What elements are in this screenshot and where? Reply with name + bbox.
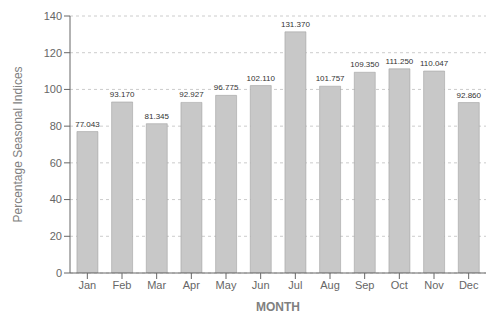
svg-text:81.345: 81.345 — [145, 112, 170, 121]
svg-text:109.350: 109.350 — [350, 60, 379, 69]
svg-text:102.110: 102.110 — [247, 74, 276, 83]
svg-text:40: 40 — [50, 193, 62, 205]
svg-text:Jun: Jun — [252, 279, 270, 291]
svg-text:Dec: Dec — [459, 279, 479, 291]
svg-text:Jan: Jan — [78, 279, 96, 291]
svg-text:Aug: Aug — [320, 279, 340, 291]
svg-text:80: 80 — [50, 120, 62, 132]
svg-text:Percentage Seasonal Indices: Percentage Seasonal Indices — [11, 66, 25, 222]
svg-text:MONTH: MONTH — [256, 300, 300, 314]
svg-text:May: May — [216, 279, 237, 291]
svg-text:92.860: 92.860 — [457, 91, 482, 100]
svg-text:93.170: 93.170 — [110, 90, 135, 99]
svg-text:Feb: Feb — [113, 279, 132, 291]
svg-text:110.047: 110.047 — [420, 59, 449, 68]
svg-text:140: 140 — [44, 10, 62, 22]
svg-text:Mar: Mar — [147, 279, 166, 291]
svg-text:Oct: Oct — [391, 279, 408, 291]
svg-text:111.250: 111.250 — [386, 57, 414, 66]
svg-text:Nov: Nov — [424, 279, 444, 291]
svg-text:120: 120 — [44, 47, 62, 59]
svg-text:20: 20 — [50, 230, 62, 242]
svg-text:77.043: 77.043 — [75, 120, 100, 129]
svg-text:101.757: 101.757 — [316, 74, 345, 83]
svg-text:Apr: Apr — [183, 279, 200, 291]
svg-text:Sep: Sep — [355, 279, 375, 291]
svg-text:Jul: Jul — [288, 279, 302, 291]
svg-text:92.927: 92.927 — [179, 90, 204, 99]
svg-text:0: 0 — [56, 267, 62, 279]
svg-text:96.775: 96.775 — [214, 83, 239, 92]
svg-text:100: 100 — [44, 83, 62, 95]
svg-text:131.370: 131.370 — [281, 20, 310, 29]
svg-text:60: 60 — [50, 157, 62, 169]
